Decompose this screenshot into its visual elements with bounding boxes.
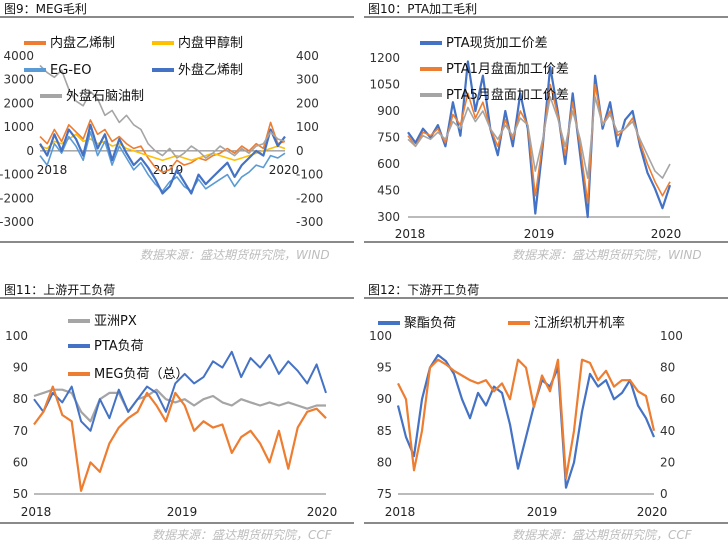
x-tick-label: 2018 [385, 505, 416, 519]
y-tick-label: -3000 [0, 215, 34, 229]
series-line-1 [407, 60, 672, 219]
y-tick-label: 100 [369, 329, 392, 343]
y-tick-label: 900 [377, 104, 400, 118]
series-line-3 [407, 96, 671, 179]
x-tick-label: 2018 [21, 505, 52, 519]
y-tick-label: 95 [377, 361, 392, 375]
y2-tick-label: -200 [296, 191, 323, 205]
legend-label: 内盘甲醇制 [178, 35, 243, 51]
y-tick-label: 1200 [369, 51, 400, 65]
y-tick-label: 300 [377, 210, 400, 224]
y-tick-label: 90 [13, 361, 28, 375]
chart-source: 数据来源：盛达期货研究院，WIND [512, 248, 702, 262]
series-line-2 [39, 133, 286, 162]
y-tick-label: 2000 [3, 96, 34, 110]
y-tick-label: 100 [5, 329, 28, 343]
y-tick-label: 4000 [3, 49, 34, 63]
x-tick-label: 2018 [37, 163, 68, 177]
legend-label: 外盘乙烯制 [178, 62, 243, 78]
y2-tick-label: 0 [296, 144, 304, 158]
y-tick-label: 80 [377, 455, 392, 469]
chart-source: 数据来源：盛达期货研究院，CCF [152, 528, 332, 542]
y-tick-label: 70 [13, 424, 28, 438]
y-tick-label: 90 [377, 392, 392, 406]
series-line-3 [33, 385, 327, 492]
legend-label: 亚洲PX [94, 314, 137, 329]
chart-downstream-load: 100 95 90 85 80 75 100 80 60 40 20 0 2018 2019 2020 聚酯负… [369, 315, 683, 519]
y2-tick-label: 40 [660, 424, 675, 438]
series-line-2 [397, 358, 656, 480]
legend-label: PTA1月盘面加工价差 [446, 61, 569, 77]
chart-title: 图9：MEG毛利 [4, 2, 87, 16]
series-line-4 [39, 123, 286, 195]
chart-source: 数据来源：盛达期货研究院，CCF [512, 528, 692, 542]
x-tick-label: 2019 [527, 505, 558, 519]
y2-tick-label: 100 [660, 329, 683, 343]
y2-tick-label: -100 [296, 168, 323, 182]
series-line-1 [39, 119, 286, 173]
legend-label: PTA5月盘面加工价差 [446, 87, 569, 103]
y-tick-label: 0 [26, 144, 34, 158]
series-line-1 [396, 353, 656, 489]
legend-label: PTA负荷 [94, 339, 144, 354]
y2-tick-label: 400 [296, 49, 319, 63]
y-tick-label: 750 [377, 131, 400, 145]
chart-title: 图10：PTA加工毛利 [368, 2, 478, 16]
chart-title: 图12：下游开工负荷 [368, 283, 480, 297]
legend-label: MEG负荷（总） [94, 367, 189, 382]
y2-tick-label: 100 [296, 120, 319, 134]
y-tick-label: 600 [377, 157, 400, 171]
chart-meg-margin: 40003000200010000-1000-2000-300040030020… [0, 35, 323, 229]
title-rule [364, 16, 728, 18]
y-tick-label: 3000 [3, 73, 34, 87]
y-tick-label: 80 [13, 392, 28, 406]
legend-label: 外盘石脑油制 [66, 88, 144, 104]
x-tick-label: 2020 [637, 505, 668, 519]
x-tick-label: 2019 [524, 227, 555, 241]
y2-tick-label: 60 [660, 392, 675, 406]
y2-tick-label: -300 [296, 215, 323, 229]
panel-rule [364, 522, 728, 524]
panel-rule [0, 241, 354, 243]
legend-label: PTA现货加工价差 [446, 35, 548, 51]
y-tick-label: -2000 [0, 191, 34, 205]
y2-tick-label: 300 [296, 73, 319, 87]
x-tick-label: 2020 [651, 227, 682, 241]
y2-tick-label: 0 [660, 487, 668, 501]
y-tick-label: 60 [13, 455, 28, 469]
y-tick-label: 1000 [3, 120, 34, 134]
y-tick-label: 75 [377, 487, 392, 501]
x-tick-label: 2020 [269, 163, 300, 177]
y-tick-label: 50 [13, 487, 28, 501]
x-tick-label: 2020 [307, 505, 338, 519]
y-tick-label: 1050 [369, 78, 400, 92]
panel-rule [0, 522, 354, 524]
chart-upstream-load: 100 90 80 70 60 50 2018 2019 2020 亚洲PX PTA负荷 MEG负荷（… [5, 314, 338, 519]
y-tick-label: 450 [377, 184, 400, 198]
y-tick-label: 85 [377, 424, 392, 438]
title-rule [0, 297, 354, 299]
title-rule [364, 297, 728, 299]
x-tick-label: 2019 [167, 505, 198, 519]
title-rule [0, 16, 354, 18]
y2-tick-label: 200 [296, 96, 319, 110]
panel-rule [364, 241, 728, 243]
y2-tick-label: 20 [660, 455, 675, 469]
legend-label: EG-EO [50, 63, 91, 78]
legend-label: 内盘乙烯制 [50, 35, 115, 51]
chart-title: 图11：上游开工负荷 [4, 283, 116, 297]
y2-tick-label: 80 [660, 361, 675, 375]
legend-label: 江浙织机开机率 [534, 315, 625, 331]
legend-label: 聚酯负荷 [404, 316, 456, 331]
y-tick-label: -1000 [0, 168, 34, 182]
series-line-5 [39, 64, 286, 159]
series-line-2 [33, 350, 327, 432]
x-tick-label: 2018 [395, 227, 426, 241]
chart-source: 数据来源：盛达期货研究院，WIND [140, 248, 330, 262]
chart-pta-margin: 1200 1050 900 750 600 450 300 2018 2019 2020 PTA现货… [369, 35, 682, 241]
